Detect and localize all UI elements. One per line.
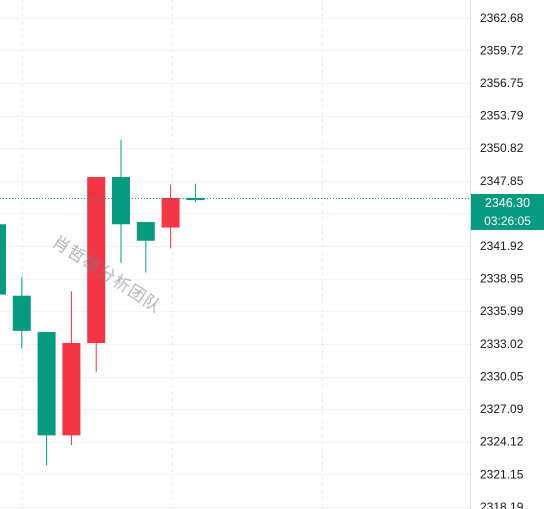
candle-body bbox=[112, 176, 130, 225]
price-tick-label: 2362.68 bbox=[480, 11, 524, 25]
price-tick-label: 2341.92 bbox=[480, 239, 524, 253]
candles-layer[interactable] bbox=[0, 139, 205, 466]
candle-body bbox=[62, 342, 81, 436]
candle[interactable] bbox=[136, 222, 155, 273]
price-tick-label: 2318.19 bbox=[480, 500, 524, 509]
last-price-badge: 2346.30 bbox=[471, 194, 544, 212]
price-axis[interactable]: 2362.68 2359.72 2356.75 2353.79 2350.82 2347.… bbox=[480, 11, 524, 509]
price-tick-label: 2359.72 bbox=[480, 43, 524, 57]
candle[interactable] bbox=[87, 176, 106, 372]
price-tick-label: 2327.09 bbox=[480, 402, 524, 416]
price-tick-label: 2324.12 bbox=[480, 435, 524, 449]
candle[interactable] bbox=[186, 183, 205, 203]
price-tick-label: 2333.02 bbox=[480, 337, 524, 351]
candle-body bbox=[136, 222, 155, 241]
price-tick-label: 2353.79 bbox=[480, 109, 524, 123]
bar-countdown-badge: 03:26:05 bbox=[471, 212, 544, 230]
price-tick-label: 2321.15 bbox=[480, 467, 524, 481]
candle-body bbox=[161, 197, 180, 228]
price-tick-label: 2347.85 bbox=[480, 174, 524, 188]
price-tick-label: 2356.75 bbox=[480, 76, 524, 90]
candle[interactable] bbox=[112, 139, 130, 263]
candle-body bbox=[0, 224, 6, 295]
candle-body bbox=[12, 295, 31, 331]
price-tick-label: 2335.99 bbox=[480, 304, 524, 318]
candle[interactable] bbox=[161, 184, 180, 249]
price-tick-label: 2350.82 bbox=[480, 141, 524, 155]
price-tick-label: 2330.05 bbox=[480, 370, 524, 384]
candle[interactable] bbox=[62, 291, 81, 446]
candle[interactable] bbox=[12, 277, 31, 349]
candle-body bbox=[87, 176, 106, 343]
candle-body bbox=[37, 332, 56, 436]
candle[interactable] bbox=[0, 217, 6, 301]
price-tick-label: 2338.95 bbox=[480, 272, 524, 286]
candle[interactable] bbox=[37, 332, 56, 466]
